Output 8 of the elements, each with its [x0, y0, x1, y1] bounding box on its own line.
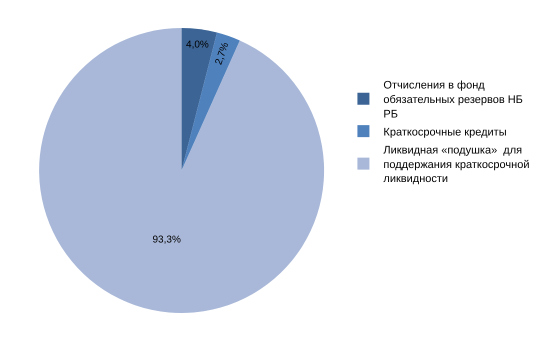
data-label: 93,3% — [152, 234, 181, 246]
pie-slice — [39, 28, 324, 313]
legend-label: Отчисления в фонд обязательных резервов НБ РБ — [383, 80, 523, 120]
data-label: 4,0% — [186, 39, 209, 50]
legend-label: Краткосрочные кредиты — [383, 126, 507, 138]
data-label: 2,7% — [213, 41, 232, 66]
legend-label: Ликвидная «подушка» для поддержания краткосрочной ликвидности — [383, 144, 530, 186]
pie-slice — [182, 32, 240, 170]
